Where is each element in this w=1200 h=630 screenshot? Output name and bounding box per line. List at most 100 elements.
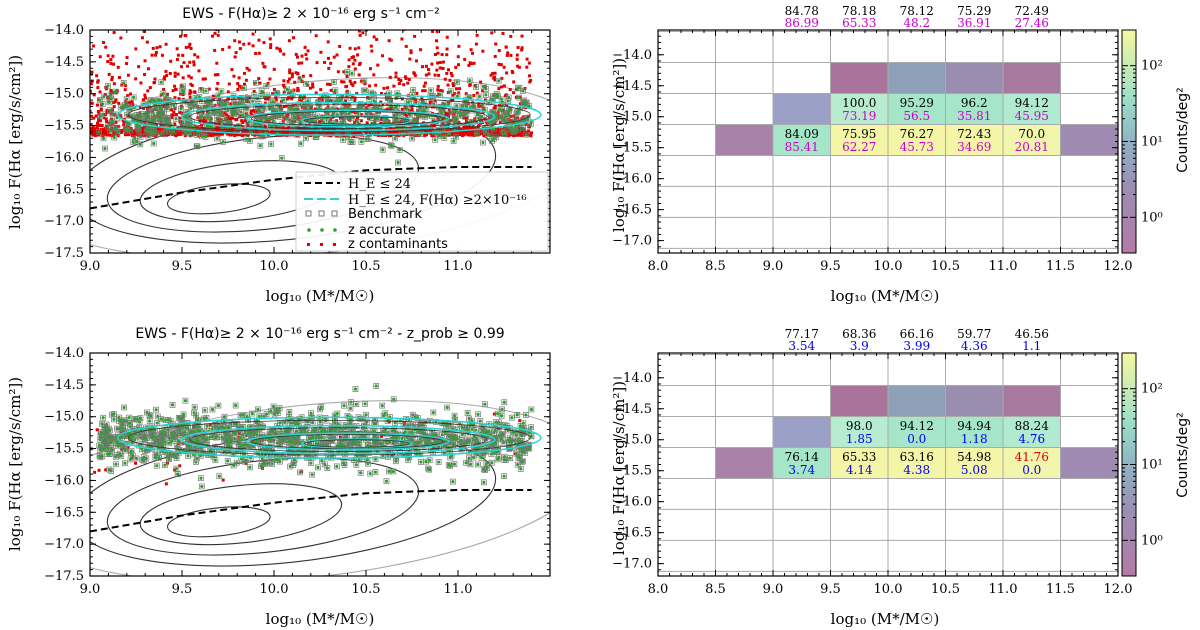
contaminant-point	[505, 71, 509, 75]
contaminant-point	[486, 129, 490, 133]
contaminant-point	[292, 36, 296, 40]
contaminant-point	[257, 38, 261, 42]
legend-entry: z accurate	[348, 223, 416, 238]
benchmark-point	[515, 85, 521, 91]
contaminant-point	[197, 69, 201, 73]
contaminant-point	[242, 132, 246, 136]
benchmark-point	[120, 103, 127, 110]
contaminant-point	[404, 44, 408, 48]
contaminant-point	[98, 131, 102, 135]
accurate-point	[292, 116, 296, 120]
accurate-point	[183, 399, 188, 403]
contaminant-point	[193, 90, 197, 94]
contaminant-point	[459, 127, 463, 131]
contaminant-point	[278, 131, 282, 135]
benchmark-point	[362, 400, 368, 407]
contaminant-point	[287, 39, 291, 43]
contaminant-point	[106, 130, 110, 134]
x-tick-label: 10.0	[260, 259, 289, 274]
benchmark-point	[105, 82, 111, 89]
benchmark-point	[150, 140, 157, 147]
contaminant-point	[477, 105, 481, 109]
contaminant-point	[134, 77, 138, 81]
benchmark-point	[463, 459, 469, 466]
accurate-point	[251, 99, 255, 103]
accurate-point	[164, 117, 168, 121]
contaminant-point	[427, 72, 431, 76]
accurate-point	[245, 114, 249, 118]
accurate-point	[429, 88, 433, 93]
contaminant-point	[389, 130, 393, 134]
contaminant-point	[319, 88, 323, 92]
contaminant-point	[352, 130, 356, 134]
contaminant-point	[516, 131, 520, 135]
accurate-point	[373, 457, 378, 461]
contaminant-point	[340, 127, 344, 131]
contaminant-point	[353, 67, 357, 71]
contaminant-point	[311, 85, 315, 89]
contaminant-point	[465, 116, 469, 120]
contaminant-point	[455, 133, 459, 137]
contaminant-point	[515, 53, 519, 57]
benchmark-point	[160, 90, 167, 97]
y-tick-label: −14.5	[44, 55, 84, 70]
benchmark-point	[162, 116, 169, 123]
accurate-point	[221, 140, 225, 144]
contaminant-point	[165, 133, 169, 137]
accurate-point	[325, 112, 329, 116]
contaminant-point	[326, 40, 330, 44]
contaminant-point	[188, 92, 192, 96]
contaminant-point	[104, 468, 108, 472]
benchmark-point	[130, 139, 137, 146]
contaminant-point	[218, 120, 222, 124]
accurate-point	[200, 114, 204, 118]
contaminant-point	[435, 30, 439, 34]
contaminant-point	[137, 65, 141, 69]
contaminant-point	[327, 66, 331, 70]
contaminant-point	[177, 97, 181, 101]
contaminant-point	[530, 131, 534, 135]
contaminant-point	[335, 119, 339, 123]
benchmark-point	[182, 130, 189, 137]
benchmark-point	[511, 128, 518, 134]
contaminant-point	[126, 94, 130, 98]
contaminant-point	[264, 96, 268, 100]
contaminant-point	[329, 88, 333, 92]
contaminant-point	[93, 133, 97, 137]
benchmark-point	[111, 125, 118, 132]
accurate-point	[203, 135, 208, 139]
accurate-point	[524, 133, 528, 137]
contaminant-point	[192, 425, 196, 429]
benchmark-point	[131, 135, 138, 142]
contaminant-point	[296, 72, 300, 76]
contaminant-point	[371, 131, 375, 135]
contaminant-point	[157, 127, 161, 131]
contaminant-point	[387, 39, 391, 43]
contaminant-point	[468, 131, 472, 135]
contaminant-point	[211, 131, 215, 135]
contaminant-point	[242, 71, 246, 75]
benchmark-point	[344, 412, 351, 419]
contaminant-point	[244, 462, 248, 466]
contaminant-point	[407, 77, 411, 81]
benchmark-point	[303, 135, 309, 142]
contaminant-point	[272, 131, 276, 135]
contaminant-point	[281, 83, 285, 87]
benchmark-point	[450, 138, 457, 145]
benchmark-point	[165, 97, 172, 103]
accurate-point	[158, 110, 162, 114]
contaminant-point	[159, 123, 163, 127]
accurate-point	[398, 419, 402, 423]
contaminant-point	[397, 81, 401, 85]
contaminant-point	[385, 86, 389, 90]
accurate-point	[185, 116, 189, 120]
contaminant-point	[92, 44, 96, 48]
contaminant-point	[338, 116, 342, 120]
accurate-point	[410, 136, 414, 141]
contaminant-point	[105, 133, 109, 137]
contaminant-point	[216, 73, 220, 77]
benchmark-point	[390, 468, 397, 475]
benchmark-point	[386, 90, 392, 97]
contaminant-point	[416, 109, 420, 113]
contaminant-point	[175, 47, 179, 51]
